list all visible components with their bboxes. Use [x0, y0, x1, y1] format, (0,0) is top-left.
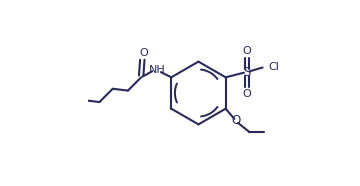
Text: O: O	[243, 46, 251, 56]
Text: Cl: Cl	[269, 62, 279, 72]
Text: O: O	[231, 114, 240, 127]
Text: O: O	[139, 48, 148, 58]
Text: O: O	[243, 89, 251, 99]
Text: NH: NH	[149, 65, 165, 75]
Text: S: S	[243, 66, 251, 79]
